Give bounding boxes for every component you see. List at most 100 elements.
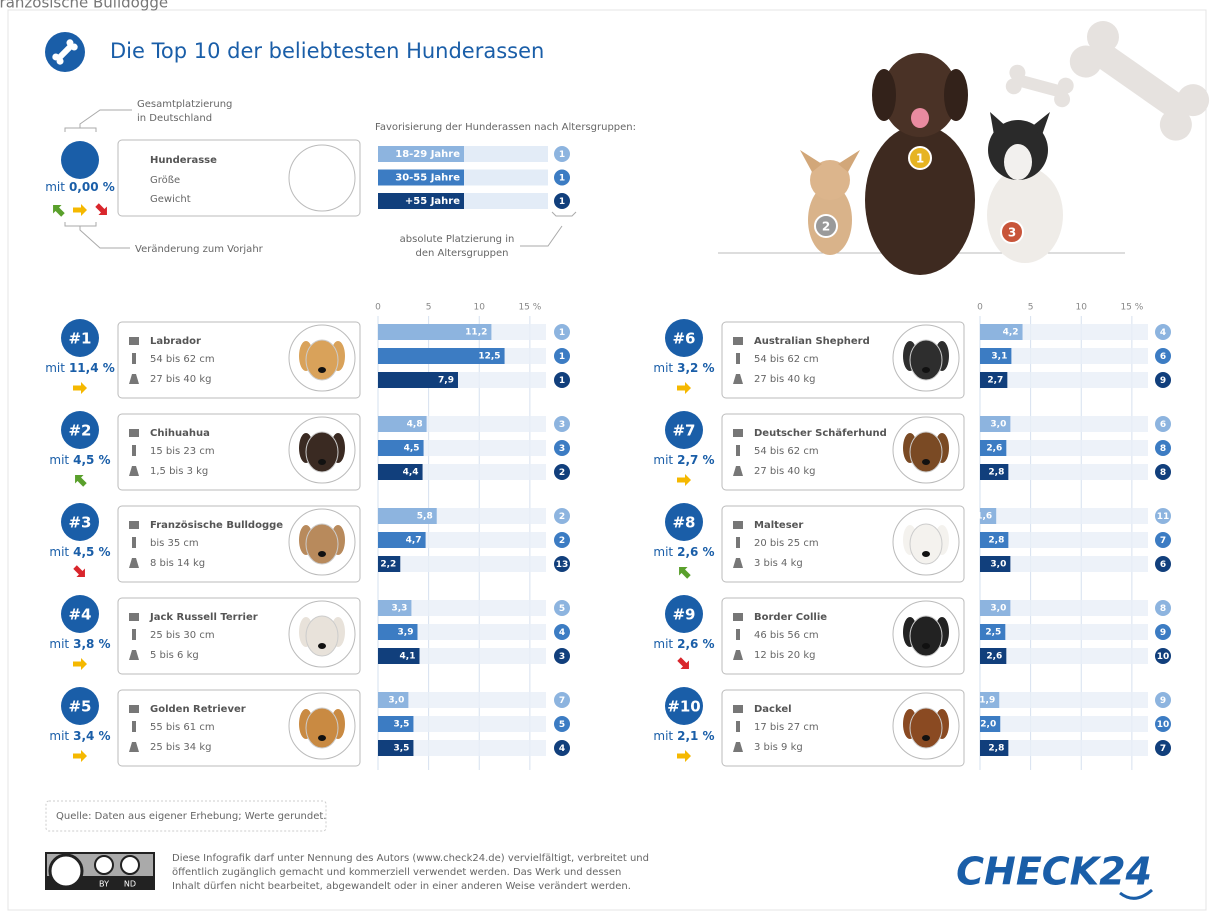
x-tick-label: 0 — [375, 303, 381, 313]
share-value: 11,4 % — [69, 361, 115, 375]
icon-dog — [129, 337, 139, 345]
icon-dog — [129, 521, 139, 529]
bar-value-label: 2,7 — [987, 376, 1003, 386]
share: mit2,6 % — [653, 545, 714, 559]
rank-label: #2 — [68, 422, 91, 440]
rank-label: #8 — [672, 514, 695, 532]
bar-value-label: 3,0 — [388, 696, 404, 706]
age-rank: 4 — [559, 628, 565, 638]
breed-face — [306, 524, 338, 564]
bar-track — [980, 508, 1148, 524]
bar-value-label: 3,5 — [393, 720, 409, 730]
share-value: 3,2 % — [677, 361, 714, 375]
breed-nose — [318, 367, 326, 373]
rank-label: #3 — [68, 514, 91, 532]
bar-value-label: 3,1 — [991, 352, 1007, 362]
bar-value-label: 3,9 — [398, 628, 414, 638]
bar-value-label: 4,8 — [407, 420, 423, 430]
share-prefix: mit — [49, 453, 69, 467]
title: Die Top 10 der beliebtesten Hunderassen — [110, 39, 544, 63]
breed-row: #7mit2,7 %Deutscher Schäferhund54 bis 62… — [653, 411, 1171, 490]
share-value: 4,5 % — [73, 453, 110, 467]
share-value: 3,8 % — [73, 637, 110, 651]
age-rank: 8 — [1160, 604, 1166, 614]
share: mit2,7 % — [653, 453, 714, 467]
breed-height: 20 bis 25 cm — [754, 538, 819, 549]
age-rank: 6 — [1160, 352, 1166, 362]
breed-weight: 27 bis 40 kg — [150, 374, 211, 385]
breed-nose — [922, 367, 930, 373]
breed-height: 55 bis 61 cm — [150, 722, 215, 733]
medal-number: 1 — [916, 152, 924, 166]
breed-nose — [922, 459, 930, 465]
breed-face — [306, 616, 338, 656]
rank-label: #5 — [68, 698, 91, 716]
x-tick-label: 10 — [474, 303, 486, 313]
bar-value-label: 2,6 — [986, 444, 1002, 454]
age-rank: 7 — [1160, 536, 1166, 546]
age-rank: 9 — [1160, 376, 1166, 386]
icon-height — [736, 353, 740, 364]
breed-name: Australian Shepherd — [754, 336, 870, 347]
bar-value-label: 1,6 — [976, 512, 992, 522]
share-value: 2,7 % — [677, 453, 714, 467]
breed-nose — [922, 643, 930, 649]
age-rank: 4 — [1160, 328, 1166, 338]
legend-overall: in Deutschland — [137, 113, 212, 124]
age-rank: 11 — [1157, 512, 1170, 522]
share-prefix: mit — [49, 729, 69, 743]
breed-face — [306, 432, 338, 472]
age-rank: 6 — [1160, 420, 1166, 430]
x-tick-label: 5 — [426, 303, 432, 313]
icon-dog — [129, 613, 139, 621]
breed-nose — [922, 735, 930, 741]
breed-weight: 25 bis 34 kg — [150, 742, 211, 753]
breed-height: bis 35 cm — [150, 538, 199, 549]
share: mit3,4 % — [49, 729, 110, 743]
bar-value-label: 3,3 — [391, 604, 407, 614]
breed-height: 54 bis 62 cm — [150, 354, 215, 365]
age-rank: 7 — [559, 696, 565, 706]
share-prefix: mit — [45, 180, 65, 194]
icon-dog — [733, 337, 743, 345]
breed-height: 54 bis 62 cm — [754, 446, 819, 457]
bar-track — [378, 556, 546, 572]
icon-dog — [733, 705, 743, 713]
age-rank: 5 — [559, 604, 565, 614]
age-rank: 10 — [1157, 652, 1170, 662]
bar-value-label: 2,6 — [986, 652, 1002, 662]
breed-row: #1mit11,4 %Labrador54 bis 62 cm27 bis 40… — [45, 319, 570, 398]
share: mit4,5 % — [49, 545, 110, 559]
legend-abs: absolute Platzierung in — [400, 234, 515, 245]
age-rank: 9 — [1160, 628, 1166, 638]
breed-weight: 5 bis 6 kg — [150, 650, 199, 661]
icon-height — [736, 629, 740, 640]
bar-value-label: 4,5 — [404, 444, 420, 454]
infographic: Französische Bulldogge Die Top 10 der be… — [0, 0, 1214, 916]
bar-value-label: 12,5 — [478, 352, 500, 362]
breed-weight: 27 bis 40 kg — [754, 374, 815, 385]
rank-label: #10 — [667, 698, 700, 716]
icon-height — [736, 445, 740, 456]
bar-value-label: 2,8 — [988, 744, 1004, 754]
legend-photo — [289, 145, 355, 211]
share-prefix: mit — [45, 361, 65, 375]
breed-name: Border Collie — [754, 612, 827, 623]
breed-face — [306, 340, 338, 380]
legend-overall: Gesamtplatzierung — [137, 99, 232, 110]
age-rank: 1 — [559, 352, 565, 362]
rank-label: #7 — [672, 422, 695, 440]
age-rank: 9 — [1160, 696, 1166, 706]
breed-face — [910, 616, 942, 656]
breed-name: Jack Russell Terrier — [149, 612, 258, 623]
share-value: 4,5 % — [73, 545, 110, 559]
breed-weight: 1,5 bis 3 kg — [150, 466, 208, 477]
license-nd: ND — [124, 880, 136, 889]
breed-nose — [922, 551, 930, 557]
medal-number: 3 — [1008, 226, 1016, 240]
icon-height — [132, 629, 136, 640]
legend-weight: Gewicht — [150, 194, 191, 205]
age-rank: 3 — [559, 420, 565, 430]
